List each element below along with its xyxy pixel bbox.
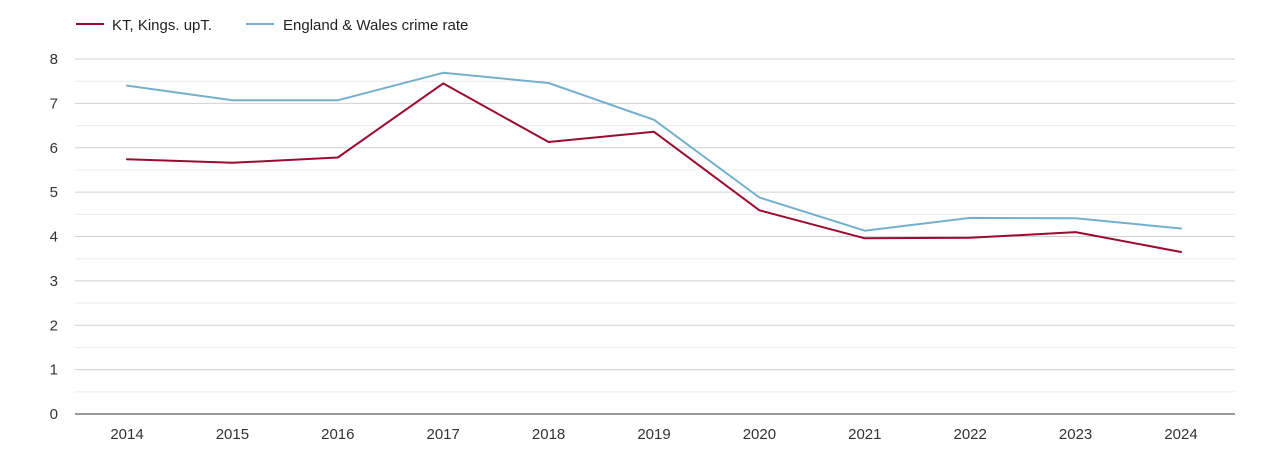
legend-label-0: KT, Kings. upT. xyxy=(112,17,212,34)
x-tick-label: 2015 xyxy=(216,426,249,443)
y-axis-ticks: 0 1 2 3 4 5 6 7 8 xyxy=(50,51,58,423)
x-tick-label: 2019 xyxy=(637,426,670,443)
x-tick-label: 2016 xyxy=(321,426,354,443)
x-tick-label: 2024 xyxy=(1164,426,1197,443)
y-tick-label: 2 xyxy=(50,317,58,334)
legend-item-1: England & Wales crime rate xyxy=(246,17,468,34)
grid-lines xyxy=(75,58,1235,393)
y-tick-label: 5 xyxy=(50,184,58,201)
x-tick-label: 2017 xyxy=(427,426,460,443)
y-tick-label: 3 xyxy=(50,273,58,290)
chart-legend: KT, Kings. upT. England & Wales crime ra… xyxy=(76,17,468,34)
x-tick-label: 2018 xyxy=(532,426,565,443)
series-line-1 xyxy=(126,71,1182,232)
x-tick-label: 2020 xyxy=(743,426,776,443)
x-tick-label: 2023 xyxy=(1059,426,1092,443)
legend-item-0: KT, Kings. upT. xyxy=(76,17,212,34)
y-tick-label: 7 xyxy=(50,95,58,112)
x-axis-ticks: 2014 2015 2016 2017 2018 2019 2020 2021 2022 2023… xyxy=(110,426,1197,443)
y-tick-label: 0 xyxy=(50,406,58,423)
y-tick-label: 1 xyxy=(50,362,58,379)
y-tick-label: 6 xyxy=(50,140,58,157)
y-tick-label: 4 xyxy=(50,229,58,246)
x-tick-label: 2022 xyxy=(954,426,987,443)
series-line-0 xyxy=(126,82,1182,253)
series-lines xyxy=(126,71,1182,253)
legend-label-1: England & Wales crime rate xyxy=(283,17,468,34)
y-tick-label: 8 xyxy=(50,51,58,68)
x-tick-label: 2014 xyxy=(110,426,143,443)
x-tick-label: 2021 xyxy=(848,426,881,443)
